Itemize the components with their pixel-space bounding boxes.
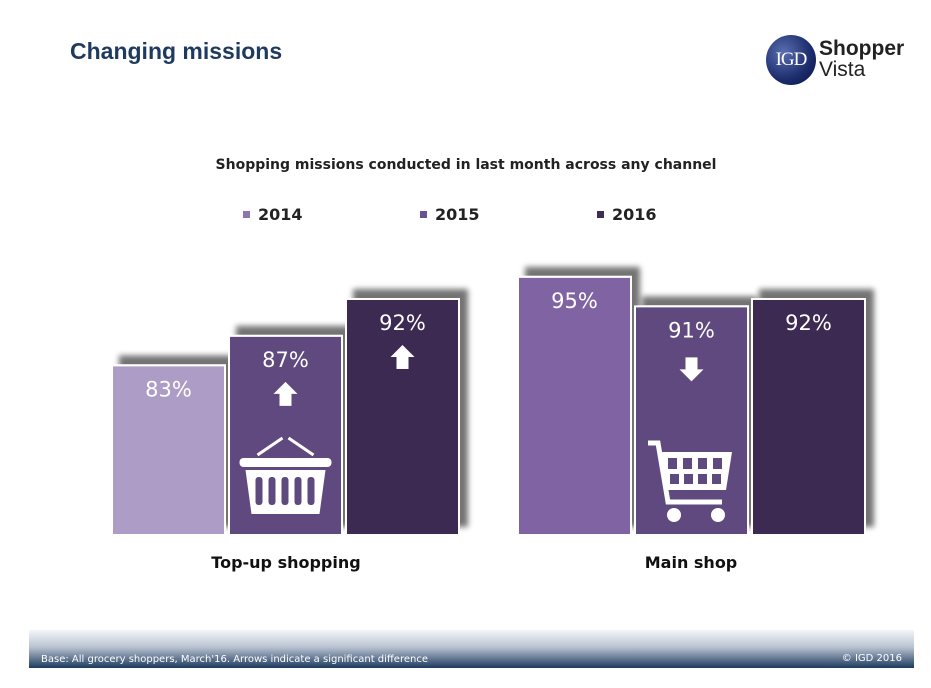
legend-item-2014: 2014 <box>243 205 303 224</box>
category-label-main-shop: Main shop <box>644 553 738 572</box>
data-label: 83% <box>145 377 192 401</box>
igd-globe-logo: IGD <box>766 35 816 85</box>
arrow-up-icon <box>273 381 298 406</box>
data-label: 92% <box>785 311 832 335</box>
bar-2014-1: 95% <box>517 275 632 536</box>
legend-swatch <box>597 211 604 218</box>
bar <box>751 298 866 536</box>
basket-icon <box>239 436 332 514</box>
data-label: 91% <box>668 318 715 342</box>
chart-title: Shopping missions conducted in last mont… <box>215 157 717 173</box>
bar-2015-1: 91% <box>634 305 749 536</box>
page-title: Changing missions <box>70 38 283 64</box>
igd-shopper-vista-logo: IGD Shopper Vista <box>766 32 916 92</box>
category-label-top-up: Top-up shopping <box>211 553 361 572</box>
footer-bar: Base: All grocery shoppers, March'16. Ar… <box>29 630 914 668</box>
data-label: 87% <box>262 348 309 372</box>
bar <box>111 364 226 536</box>
bar-2016-0: 92% <box>345 298 460 536</box>
shopping-cart-icon <box>648 440 732 522</box>
bar <box>517 275 632 536</box>
data-label: 95% <box>551 289 598 313</box>
footer-copyright: © IGD 2016 <box>841 653 902 664</box>
legend-swatch <box>243 211 250 218</box>
data-label: 92% <box>379 311 426 335</box>
bar <box>634 305 749 536</box>
bar <box>345 298 460 536</box>
bar-2016-1: 92% <box>751 298 866 536</box>
arrow-down-icon <box>679 357 704 382</box>
logo-text-shopper: Shopper <box>819 37 905 60</box>
logo-text-vista: Vista <box>819 58 866 81</box>
legend-item-2016: 2016 <box>597 205 657 224</box>
legend-item-2015: 2015 <box>420 205 480 224</box>
footer-base-note: Base: All grocery shoppers, March'16. Ar… <box>41 654 428 665</box>
legend-swatch <box>420 211 427 218</box>
bar-2014-0: 83% <box>111 364 226 536</box>
arrow-up-icon <box>390 345 415 369</box>
